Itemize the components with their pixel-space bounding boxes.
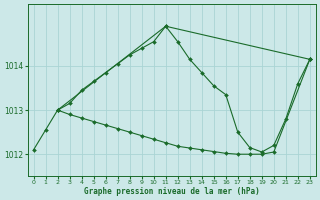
X-axis label: Graphe pression niveau de la mer (hPa): Graphe pression niveau de la mer (hPa) bbox=[84, 187, 260, 196]
